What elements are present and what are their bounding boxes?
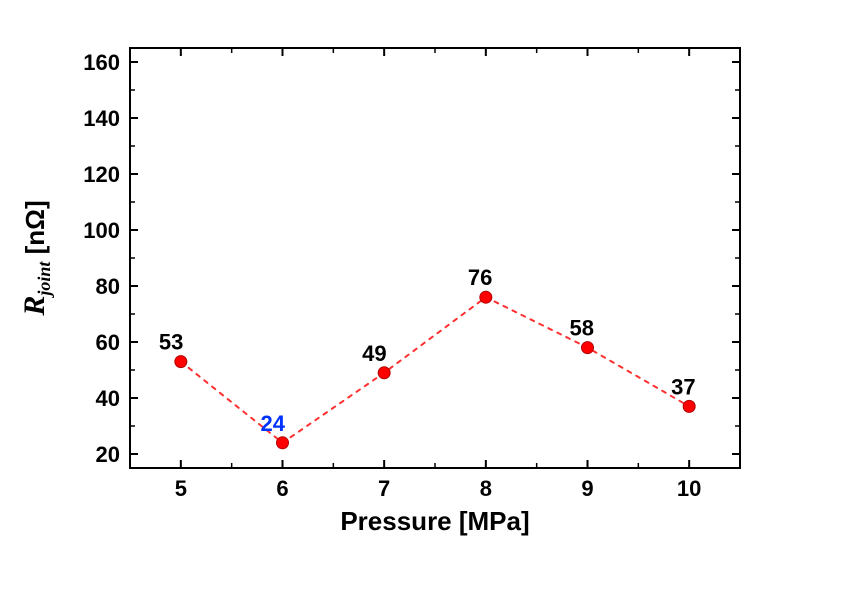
svg-text:20: 20 [96, 442, 120, 467]
svg-text:37: 37 [671, 374, 695, 399]
resistance-vs-pressure-chart: 5 6 7 8 9 10 20 40 60 80 100 120 140 160 53 24 49 76 58 37 P… [0, 0, 855, 600]
svg-text:5: 5 [175, 476, 187, 501]
svg-text:8: 8 [480, 476, 492, 501]
svg-text:160: 160 [83, 50, 120, 75]
chart-svg: 5 6 7 8 9 10 20 40 60 80 100 120 140 160 53 24 49 76 58 37 P… [0, 0, 855, 600]
svg-text:80: 80 [96, 274, 120, 299]
svg-text:6: 6 [276, 476, 288, 501]
svg-text:120: 120 [83, 162, 120, 187]
svg-text:9: 9 [581, 476, 593, 501]
svg-text:58: 58 [570, 316, 594, 341]
svg-text:Rjoint [nΩ]: Rjoint [nΩ] [18, 200, 54, 316]
svg-text:53: 53 [159, 330, 183, 355]
svg-text:40: 40 [96, 386, 120, 411]
svg-text:140: 140 [83, 106, 120, 131]
svg-text:76: 76 [468, 265, 492, 290]
svg-text:60: 60 [96, 330, 120, 355]
svg-text:100: 100 [83, 218, 120, 243]
svg-text:10: 10 [677, 476, 701, 501]
svg-text:49: 49 [362, 341, 386, 366]
svg-text:7: 7 [378, 476, 390, 501]
svg-text:Pressure [MPa]: Pressure [MPa] [340, 506, 529, 536]
svg-text:24: 24 [261, 411, 286, 436]
